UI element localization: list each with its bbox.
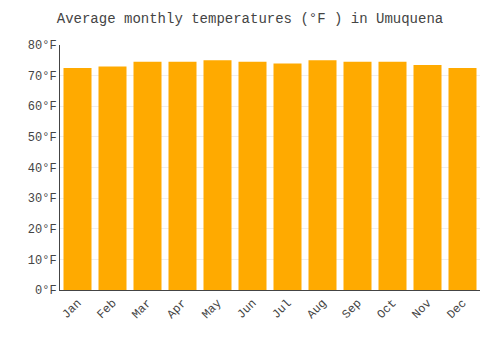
svg-text:Nov: Nov (409, 297, 434, 322)
svg-text:60°F: 60°F (28, 100, 57, 114)
svg-text:Mar: Mar (129, 297, 154, 322)
svg-text:Jun: Jun (234, 297, 259, 322)
svg-text:20°F: 20°F (28, 223, 57, 237)
svg-text:70°F: 70°F (28, 70, 57, 84)
svg-text:Aug: Aug (304, 297, 329, 322)
svg-text:Average monthly temperatures (: Average monthly temperatures (°F ) in Um… (57, 11, 443, 27)
svg-text:May: May (199, 297, 224, 322)
svg-text:30°F: 30°F (28, 192, 57, 206)
svg-text:Jan: Jan (59, 297, 84, 322)
svg-text:Jul: Jul (269, 297, 294, 322)
svg-text:50°F: 50°F (28, 131, 57, 145)
svg-text:80°F: 80°F (28, 39, 57, 53)
svg-text:Oct: Oct (374, 297, 399, 322)
svg-text:10°F: 10°F (28, 254, 57, 268)
svg-text:40°F: 40°F (28, 162, 57, 176)
svg-text:0°F: 0°F (35, 284, 57, 298)
svg-text:Feb: Feb (94, 297, 119, 322)
svg-text:Sep: Sep (339, 297, 364, 322)
svg-text:Apr: Apr (164, 297, 189, 322)
svg-text:Dec: Dec (444, 297, 469, 322)
